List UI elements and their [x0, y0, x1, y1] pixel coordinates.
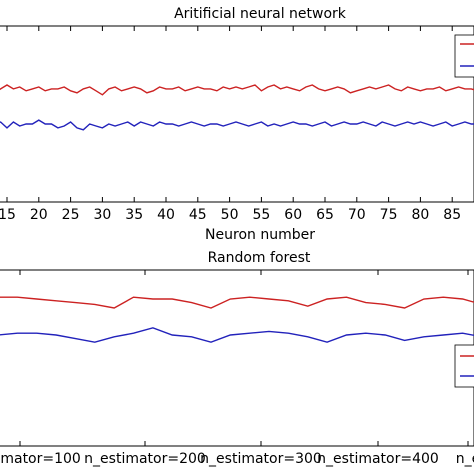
chart-ann-series-0-line — [0, 84, 474, 96]
chart-rf-title: Random forest — [208, 250, 311, 266]
chart-ann-xtick-label: 75 — [380, 207, 398, 223]
chart-ann-xtick-label: 15 — [0, 207, 16, 223]
chart-rf-series-0-line — [0, 296, 474, 309]
chart-ann-series-1-line — [0, 119, 474, 131]
chart-rf-xtick-label: n_estimator=400 — [317, 451, 439, 467]
chart-rf-xtick-label: n_estimator=300 — [200, 451, 322, 467]
chart-ann-xtick-label: 35 — [125, 207, 143, 223]
chart-ann-title: Aritificial neural network — [174, 6, 347, 22]
chart-ann-xtick-label: 70 — [348, 207, 366, 223]
chart-ann-xtick-label: 55 — [252, 207, 270, 223]
chart-ann-xlabel: Neuron number — [205, 227, 315, 243]
chart-rf: Random forest n_estimator=100n_estimator… — [0, 250, 474, 467]
chart-ann-xtick-label: 45 — [189, 207, 207, 223]
chart-rf-plot-frame — [0, 269, 474, 447]
chart-ann-plot-frame — [0, 25, 474, 203]
chart-rf-series-1-line — [0, 327, 474, 343]
chart-rf-xtick-label: n_estimator=200 — [84, 451, 206, 467]
chart-ann-xtick-label: 65 — [316, 207, 334, 223]
chart-ann: Aritificial neural network 15 20 25 30 35 40 4… — [0, 6, 474, 243]
chart-rf-legend-box — [454, 344, 474, 388]
chart-ann-xtick-label: 50 — [221, 207, 239, 223]
chart-ann-xtick-label: 40 — [157, 207, 175, 223]
chart-ann-legend-box — [454, 34, 474, 78]
chart-ann-xtick-label: 20 — [30, 207, 48, 223]
chart-ann-xtick-label: 80 — [411, 207, 429, 223]
chart-ann-xtick-label: 25 — [62, 207, 80, 223]
chart-rf-xtick-label: n_e — [456, 451, 474, 467]
chart-ann-xtick-label: 85 — [443, 207, 461, 223]
chart-ann-xtick-label: 30 — [93, 207, 111, 223]
chart-rf-xtick-label: n_estimator=100 — [0, 451, 81, 467]
chart-ann-xtick-label: 60 — [284, 207, 302, 223]
